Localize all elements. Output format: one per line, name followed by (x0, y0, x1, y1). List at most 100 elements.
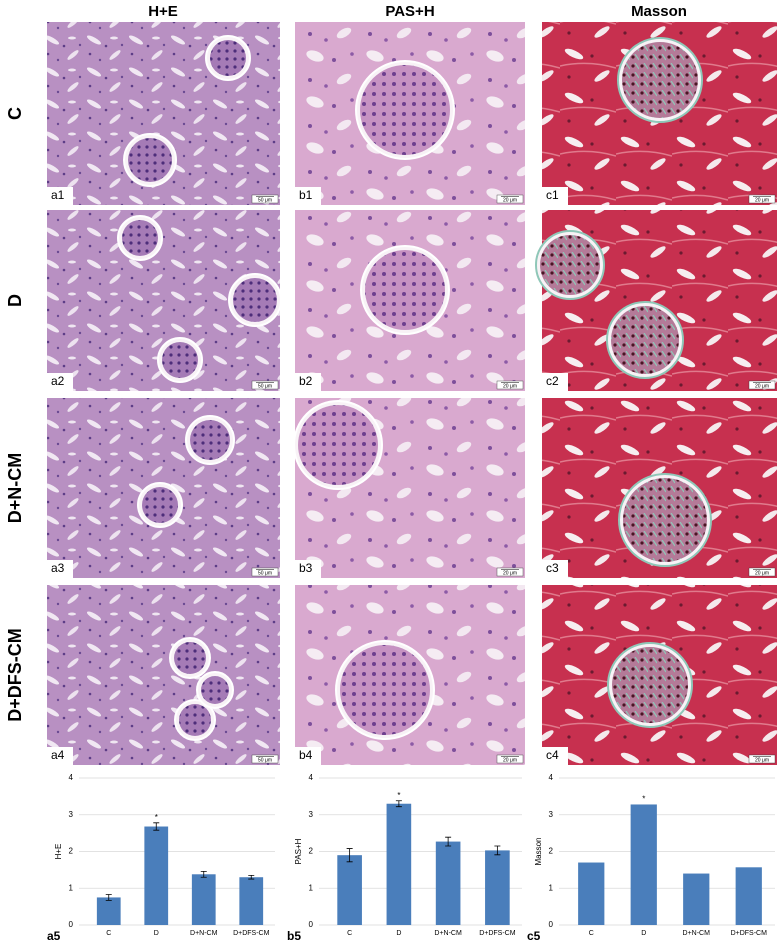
error-bar (200, 870, 207, 878)
column-header: H+E (148, 3, 178, 20)
panel-label: a5 (47, 929, 61, 942)
y-tick-label: 4 (69, 773, 74, 782)
annotation: * (397, 791, 400, 800)
scale-text: 20 μm (503, 197, 517, 203)
scale-box (496, 194, 524, 204)
y-tick-label: 3 (309, 810, 314, 819)
y-tick-label: 1 (69, 883, 74, 892)
glomerulus (233, 278, 277, 322)
bar (144, 826, 169, 925)
panel-label: a4 (51, 748, 65, 762)
error-bar (346, 848, 353, 863)
panel-label: b2 (299, 374, 313, 388)
glomerulus (190, 420, 230, 460)
panel-label: c5 (527, 929, 541, 942)
glomerulus (622, 42, 698, 118)
row-label: C (5, 107, 25, 120)
x-tick-label: D+N-CM (190, 930, 218, 937)
scale-text: 50 μm (258, 383, 272, 389)
bar (630, 804, 657, 925)
x-tick-label: D+DFS-CM (479, 930, 516, 937)
y-tick-label: 2 (309, 847, 314, 856)
row-label: D+DFS-CM (5, 628, 25, 722)
scale-box (496, 754, 524, 764)
label-box (295, 373, 321, 391)
scale-box (748, 380, 776, 390)
glomerulus (340, 645, 430, 735)
scale-text: 50 μm (258, 570, 272, 576)
x-tick-label: D+DFS-CM (233, 930, 270, 937)
panel-label: a1 (51, 188, 65, 202)
x-tick-label: D+N-CM (683, 930, 711, 937)
x-tick-label: D+N-CM (434, 930, 462, 937)
glomerulus (179, 704, 211, 736)
micrograph: b4 20 μm (295, 585, 525, 765)
y-axis-label: H+E (54, 844, 63, 860)
bar (578, 862, 605, 925)
glomerulus (162, 342, 198, 378)
row-label: D+N-CM (5, 453, 25, 524)
error-bar (248, 874, 255, 880)
glomerulus (612, 647, 688, 723)
label-box (295, 187, 321, 205)
scale-box (496, 567, 524, 577)
column-header: PAS+H (385, 3, 434, 20)
micrograph: c3 20 μm (542, 398, 777, 578)
annotation: * (642, 795, 645, 804)
bar (337, 855, 362, 925)
glomerulus (540, 235, 600, 295)
y-tick-label: 3 (549, 810, 554, 819)
glomerulus (360, 65, 450, 155)
bar (683, 873, 710, 925)
label-box (295, 560, 321, 578)
x-tick-label: C (347, 930, 352, 937)
error-bar (494, 845, 501, 856)
glomerulus (201, 676, 229, 704)
scale-box (251, 567, 279, 577)
label-box (542, 747, 568, 765)
column-header: Masson (631, 3, 687, 20)
bar (435, 841, 461, 925)
bar-chart: 0 1 2 3 4 PAS+H b5 C D * D+N-CM D+DFS-CM (287, 773, 522, 942)
micrograph: c4 20 μm (542, 585, 777, 765)
y-tick-label: 4 (309, 773, 314, 782)
bar-chart: 0 1 2 3 4 Masson c5 C D * D+N-CM D+DFS-CM (527, 773, 775, 942)
scale-text: 50 μm (258, 757, 272, 763)
scale-text: 20 μm (755, 197, 769, 203)
glomerulus (365, 250, 445, 330)
row-label: D (5, 294, 25, 307)
glomerulus (142, 487, 178, 523)
panel-label: b3 (299, 561, 313, 575)
x-tick-label: C (589, 930, 594, 937)
error-bar (105, 894, 112, 901)
glomerulus (210, 40, 246, 76)
label-box (47, 560, 73, 578)
scale-text: 20 μm (503, 570, 517, 576)
y-tick-label: 2 (69, 847, 74, 856)
scale-text: 20 μm (503, 383, 517, 389)
bar (735, 867, 762, 925)
y-tick-label: 2 (549, 847, 554, 856)
micrograph: c2 20 μm (535, 210, 777, 391)
label-box (542, 187, 568, 205)
label-box (47, 373, 73, 391)
charts: 0 1 2 3 4 H+E a5 C D * D+N-CM D+DFS-CM 0 1 2 3 4 PAS+H b5 C… (47, 773, 775, 942)
tissue (47, 585, 280, 765)
y-tick-label: 4 (549, 773, 554, 782)
scale-box (251, 754, 279, 764)
scale-text: 50 μm (258, 197, 272, 203)
x-tick-label: D+DFS-CM (731, 930, 768, 937)
scale-text: 20 μm (755, 757, 769, 763)
glomerulus (128, 138, 172, 182)
micrograph: a4 50 μm (47, 585, 280, 765)
label-box (542, 373, 568, 391)
scale-box (251, 194, 279, 204)
error-bar (153, 822, 160, 831)
micrograph: b2 20 μm (295, 210, 525, 391)
y-axis-label: PAS+H (294, 838, 303, 864)
panel-label: c3 (546, 561, 559, 575)
label-box (47, 187, 73, 205)
bar (96, 897, 121, 925)
micrograph: c1 20 μm (542, 22, 777, 205)
micrograph: a1 50 μm (47, 22, 280, 205)
